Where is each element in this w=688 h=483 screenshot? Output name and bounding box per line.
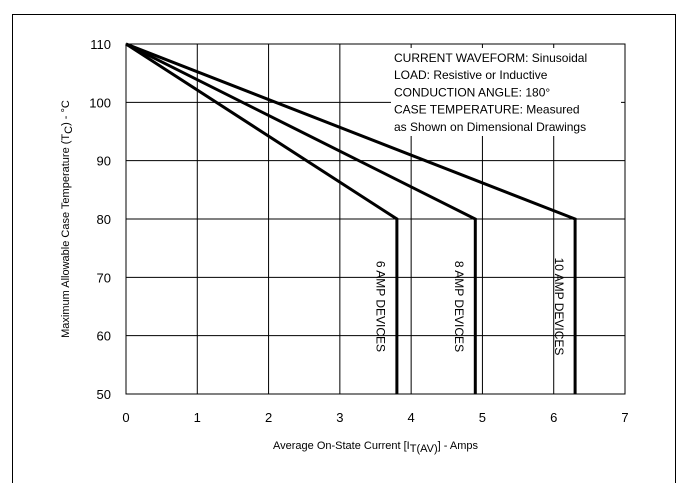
x-tick-label: 2 (265, 410, 272, 425)
x-axis-label: Average On-State Current [IT(AV)] - Amps (273, 440, 479, 455)
series-lines (125, 42, 577, 394)
y-tick-labels: 50 60 70 80 90 100 110 (89, 37, 111, 402)
y-axis-label: Maximum Allowable Case Temperature (TC) … (60, 100, 75, 338)
series-line (125, 42, 477, 394)
y-tick-label: 70 (97, 270, 111, 285)
x-tick-label: 6 (550, 410, 557, 425)
x-tick-label: 7 (621, 410, 628, 425)
series-label: 8 AMP DEVICES (452, 261, 466, 352)
note-line: as Shown on Dimensional Drawings (394, 120, 586, 134)
notes-box (391, 48, 621, 136)
note-line: CURRENT WAVEFORM: Sinusoidal (394, 51, 587, 65)
y-tick-label: 90 (97, 154, 111, 169)
y-tick-label: 100 (89, 95, 111, 110)
series-labels: 6 AMP DEVICES 8 AMP DEVICES 10 AMP DEVICES (374, 258, 566, 356)
x-tick-label: 1 (194, 410, 201, 425)
chart-frame (12, 14, 676, 483)
x-tick-label: 3 (336, 410, 343, 425)
y-tick-label: 50 (97, 387, 111, 402)
series-line (125, 42, 577, 394)
x-tick-label: 0 (122, 410, 129, 425)
note-line: LOAD: Resistive or Inductive (394, 68, 548, 82)
note-line: CASE TEMPERATURE: Measured (394, 103, 580, 117)
x-tick-label: 5 (479, 410, 486, 425)
plot-border (125, 43, 626, 395)
y-tick-label: 110 (90, 37, 111, 52)
series-label: 6 AMP DEVICES (374, 261, 388, 352)
y-tick-label: 60 (97, 329, 111, 344)
y-tick-label: 80 (97, 212, 111, 227)
series-line (125, 42, 399, 394)
x-tick-label: 4 (408, 410, 415, 425)
notes-annotation: CURRENT WAVEFORM: Sinusoidal LOAD: Resist… (394, 51, 587, 134)
series-label: 10 AMP DEVICES (552, 258, 566, 356)
note-line: CONDUCTION ANGLE: 180° (394, 85, 550, 99)
x-tick-labels: 0 1 2 3 4 5 6 7 (122, 410, 628, 425)
